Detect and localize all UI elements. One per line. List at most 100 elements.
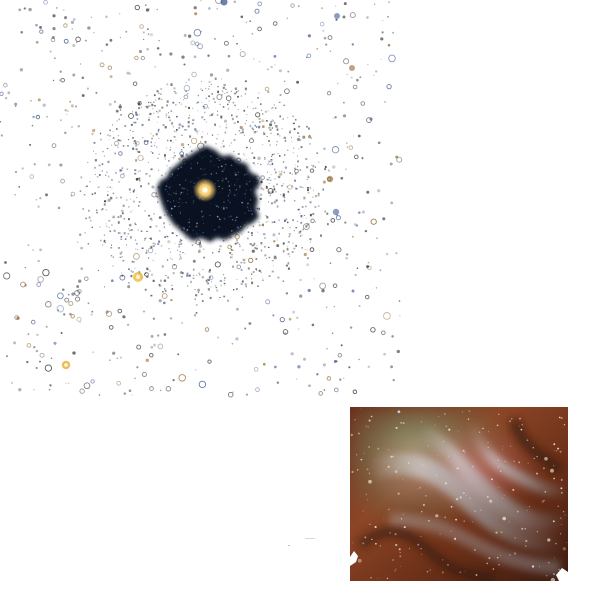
- halo-star: [112, 137, 115, 139]
- halo-star: [112, 217, 114, 219]
- nebula-star: [367, 499, 369, 501]
- field-star: [355, 224, 358, 227]
- halo-star: [218, 299, 220, 300]
- field-star: [296, 80, 300, 84]
- field-star: [163, 288, 166, 290]
- halo-star: [104, 200, 107, 203]
- halo-star: [182, 272, 184, 275]
- halo-star: [141, 123, 144, 127]
- halo-star: [282, 193, 285, 197]
- halo-star: [224, 285, 226, 286]
- core-speck: [244, 173, 246, 176]
- field-star: [276, 381, 279, 384]
- halo-star: [291, 185, 294, 188]
- halo-star: [135, 248, 137, 250]
- field-star: [303, 357, 306, 361]
- nebula-star: [562, 510, 565, 513]
- field-star: [276, 133, 279, 136]
- core-speck: [173, 155, 175, 157]
- halo-star: [173, 87, 176, 90]
- field-star: [384, 101, 386, 103]
- nebula-star: [514, 537, 516, 539]
- field-star: [78, 233, 82, 236]
- nebula-star: [351, 470, 354, 474]
- core-speck: [183, 191, 184, 193]
- halo-star: [262, 233, 264, 235]
- halo-star: [236, 239, 238, 242]
- nebula-star: [496, 424, 499, 427]
- halo-star: [252, 271, 255, 273]
- core-speck: [166, 183, 168, 185]
- halo-star: [236, 91, 238, 93]
- halo-star: [115, 171, 117, 174]
- halo-star: [178, 246, 181, 248]
- core-speck: [249, 157, 250, 159]
- halo-star: [282, 161, 285, 163]
- halo-star: [117, 146, 119, 148]
- core-speck: [175, 192, 177, 195]
- core-speck: [246, 221, 248, 223]
- field-star: [86, 87, 89, 90]
- halo-star: [174, 155, 176, 157]
- halo-star: [219, 103, 221, 105]
- halo-star: [236, 279, 238, 280]
- halo-star: [230, 256, 232, 259]
- halo-star: [112, 215, 115, 219]
- core-speck: [228, 185, 231, 187]
- halo-star: [167, 276, 169, 279]
- halo-star: [271, 163, 274, 165]
- halo-star: [158, 169, 159, 171]
- halo-star: [245, 277, 248, 280]
- core-speck: [247, 208, 249, 210]
- field-star: [125, 30, 128, 33]
- halo-star: [212, 113, 214, 115]
- halo-star: [263, 132, 266, 136]
- field-star: [271, 119, 274, 122]
- halo-star: [171, 122, 174, 125]
- field-star: [18, 8, 22, 12]
- field-star: [339, 378, 342, 381]
- field-star: [67, 110, 69, 112]
- halo-star: [184, 129, 186, 131]
- core-speck: [230, 215, 232, 217]
- field-star: [45, 301, 52, 308]
- halo-star: [271, 221, 274, 224]
- field-star: [158, 299, 162, 303]
- halo-star: [88, 209, 90, 212]
- halo-star: [153, 105, 157, 107]
- halo-star: [288, 236, 291, 238]
- nebula-star: [533, 457, 535, 460]
- field-star: [152, 317, 156, 320]
- field-star: [234, 242, 237, 245]
- nebula-star: [498, 563, 500, 566]
- halo-star: [201, 81, 202, 82]
- halo-star: [275, 125, 278, 128]
- nebula-star: [360, 408, 362, 410]
- halo-star: [256, 187, 259, 189]
- halo-star: [287, 241, 290, 243]
- nebula-star: [442, 440, 445, 443]
- halo-star: [151, 105, 153, 107]
- field-star: [332, 117, 335, 119]
- halo-star: [103, 155, 105, 157]
- halo-star: [164, 156, 166, 158]
- halo-star: [190, 150, 193, 152]
- halo-star: [94, 167, 96, 169]
- nebula-star: [420, 421, 422, 423]
- halo-star: [273, 221, 276, 223]
- nebula-star: [388, 508, 390, 511]
- halo-star: [175, 92, 177, 95]
- halo-star: [194, 298, 196, 300]
- field-star: [18, 186, 21, 188]
- nebula-star: [473, 548, 476, 552]
- halo-star: [94, 174, 96, 176]
- halo-star: [279, 155, 281, 157]
- halo-star: [148, 214, 151, 217]
- core-speck: [190, 167, 193, 170]
- field-star: [57, 292, 64, 300]
- nebula-star: [408, 462, 410, 464]
- field-star: [287, 184, 293, 190]
- halo-star: [171, 288, 174, 291]
- field-star: [39, 197, 42, 200]
